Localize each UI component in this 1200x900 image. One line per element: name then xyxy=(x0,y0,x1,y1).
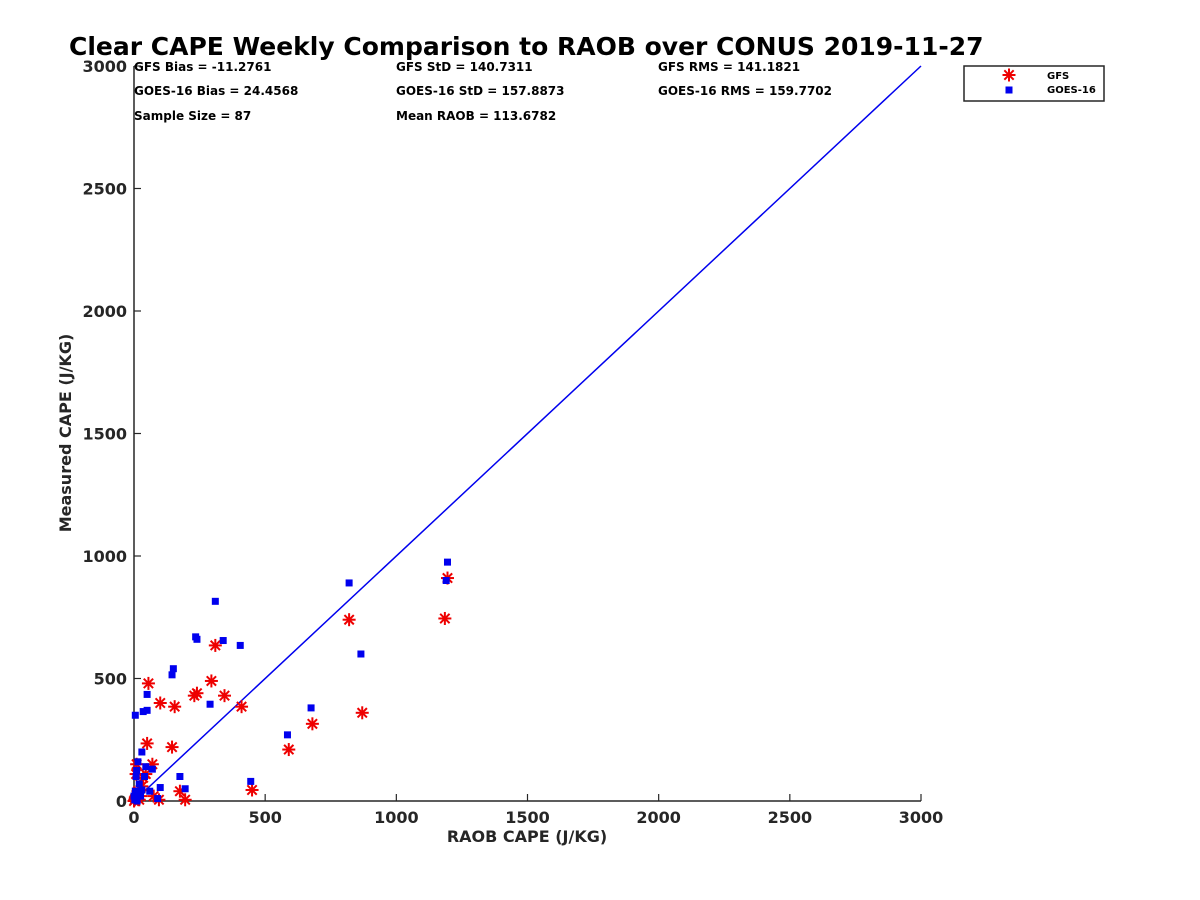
goes16-point xyxy=(142,763,150,771)
gfs-point xyxy=(141,676,155,690)
goes16-point xyxy=(143,706,151,714)
stat-gfs-std: GFS StD = 140.7311 xyxy=(396,60,533,74)
goes16-series xyxy=(130,558,451,805)
x-tick-label: 2000 xyxy=(636,808,681,827)
goes16-point xyxy=(132,773,140,780)
goes16-point xyxy=(133,766,141,774)
goes16-point xyxy=(176,773,184,780)
one-to-one-line xyxy=(133,65,922,802)
stat-mean-raob: Mean RAOB = 113.6782 xyxy=(396,109,556,123)
goes16-point xyxy=(131,787,139,795)
chart-title: Clear CAPE Weekly Comparison to RAOB ove… xyxy=(69,32,984,61)
x-tick-label: 2500 xyxy=(768,808,813,827)
goes16-point xyxy=(206,700,214,708)
x-tick-label: 500 xyxy=(248,808,281,827)
stat-goes16-std: GOES-16 StD = 157.8873 xyxy=(396,84,565,98)
goes16-point xyxy=(138,786,146,794)
stat-goes16-bias: GOES-16 Bias = 24.4568 xyxy=(134,84,298,98)
goes16-point xyxy=(211,597,219,605)
goes16-point xyxy=(137,792,145,800)
goes16-legend-square xyxy=(1005,86,1013,94)
gfs-point xyxy=(204,674,218,688)
goes16-point xyxy=(143,690,151,698)
goes16-point xyxy=(168,671,176,679)
legend-goes16-label: GOES-16 xyxy=(1047,85,1096,96)
goes16-point xyxy=(148,765,156,773)
gfs-point xyxy=(235,700,249,714)
goes16-point xyxy=(247,777,255,785)
gfs-point xyxy=(165,740,179,754)
goes16-point xyxy=(138,748,146,756)
y-tick-label: 1500 xyxy=(82,425,127,444)
goes16-point xyxy=(181,785,189,793)
goes16-point xyxy=(283,731,291,739)
gfs-legend-asterisk xyxy=(1002,68,1016,82)
x-axis-label: RAOB CAPE (J/KG) xyxy=(447,827,607,846)
x-tick-label: 3000 xyxy=(899,808,944,827)
goes16-point xyxy=(130,792,138,800)
goes16-point xyxy=(131,711,139,719)
stat-goes16-rms: GOES-16 RMS = 159.7702 xyxy=(658,84,832,98)
gfs-point xyxy=(208,638,222,652)
gfs-point xyxy=(305,717,319,731)
y-tick-label: 500 xyxy=(94,670,127,689)
y-tick-label: 3000 xyxy=(82,57,127,76)
y-tick-label: 2000 xyxy=(82,302,127,321)
legend-goes16-marker xyxy=(1005,86,1013,94)
gfs-point xyxy=(245,783,259,797)
gfs-point xyxy=(218,689,232,703)
goes16-point xyxy=(442,577,450,584)
goes16-point xyxy=(192,633,200,641)
gfs-point xyxy=(178,793,192,807)
x-tick-label: 1000 xyxy=(374,808,419,827)
x-tick-label: 0 xyxy=(128,808,139,827)
goes16-point xyxy=(154,795,162,803)
x-tick-label: 1500 xyxy=(505,808,550,827)
legend: GFS GOES-16 xyxy=(963,65,1105,102)
gfs-point xyxy=(342,613,356,627)
goes16-point xyxy=(139,708,147,716)
y-tick-label: 2500 xyxy=(82,180,127,199)
gfs-point xyxy=(168,700,182,714)
stat-gfs-bias: GFS Bias = -11.2761 xyxy=(134,60,271,74)
stat-gfs-rms: GFS RMS = 141.1821 xyxy=(658,60,800,74)
goes16-point xyxy=(219,637,227,645)
goes16-point xyxy=(236,641,244,649)
gfs-point xyxy=(140,736,154,750)
goes16-point xyxy=(134,758,142,766)
goes16-point xyxy=(345,579,353,587)
goes16-point xyxy=(135,780,143,788)
stat-sample-size: Sample Size = 87 xyxy=(134,109,251,123)
gfs-point xyxy=(438,611,452,625)
legend-box xyxy=(963,65,1105,102)
legend-gfs-marker xyxy=(1002,68,1016,82)
gfs-point xyxy=(282,743,296,757)
goes16-point xyxy=(156,784,164,792)
y-axis-label: Measured CAPE (J/KG) xyxy=(56,334,75,533)
gfs-point xyxy=(355,706,369,720)
gfs-point xyxy=(153,696,167,710)
gfs-series xyxy=(127,571,454,808)
y-tick-label: 1000 xyxy=(82,547,127,566)
goes16-point xyxy=(133,797,141,805)
gfs-point xyxy=(187,689,201,703)
goes16-point xyxy=(443,558,451,566)
goes16-point xyxy=(307,704,315,712)
goes16-point xyxy=(357,650,365,658)
ticks: 0 500 1000 1500 2000 2500 3000 0 500 1000 1500 2000… xyxy=(82,57,943,827)
goes16-point xyxy=(169,665,177,673)
goes16-point xyxy=(146,787,154,795)
y-tick-label: 0 xyxy=(116,792,127,811)
goes16-point xyxy=(140,773,148,780)
statistics-block: GFS Bias = -11.2761 GFS StD = 140.7311 G… xyxy=(134,60,832,123)
legend-gfs-label: GFS xyxy=(1047,71,1069,82)
